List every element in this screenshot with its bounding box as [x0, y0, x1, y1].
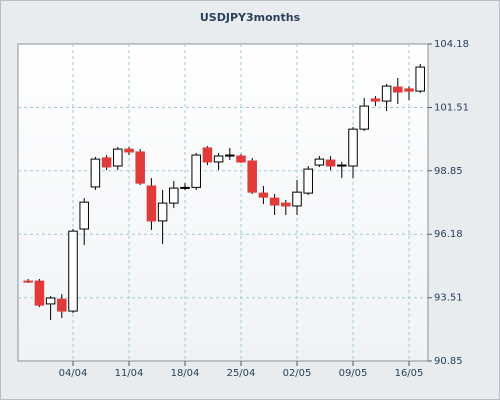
candle-body [57, 298, 67, 312]
candle-body [146, 185, 157, 222]
x-tick-label: 18/04 [171, 368, 200, 379]
candle-body [191, 154, 201, 188]
candle-body [34, 280, 45, 306]
candle-body [348, 128, 358, 167]
y-tick-label: 93.51 [434, 293, 463, 304]
y-tick-label: 90.85 [434, 356, 463, 367]
candle-body [23, 280, 33, 283]
candle-body [45, 297, 56, 305]
candle-body [68, 230, 78, 312]
x-tick-label: 16/05 [395, 368, 424, 379]
candle-body [135, 151, 145, 184]
candle-body [303, 168, 313, 194]
y-tick-label: 96.18 [434, 229, 463, 240]
candle-body [101, 157, 112, 168]
y-tick-label: 101.51 [434, 102, 469, 113]
candle-body [314, 158, 325, 166]
candle-body [404, 88, 414, 92]
x-tick-label: 04/04 [59, 368, 88, 379]
candle-body [225, 154, 235, 157]
candle-body [213, 155, 224, 163]
y-tick-label: 98.85 [434, 166, 463, 177]
candle-body [124, 148, 134, 153]
y-tick-label: 104.18 [434, 39, 469, 50]
candle-body [370, 98, 381, 102]
x-tick-label: 02/05 [283, 368, 312, 379]
candle-body [169, 187, 179, 204]
candle-body [90, 158, 101, 188]
candle-body [258, 192, 269, 198]
candle-body [292, 191, 302, 207]
candle-body [202, 147, 213, 163]
candle-body [269, 197, 280, 206]
x-tick-label: 25/04 [227, 368, 256, 379]
candle-body [113, 148, 123, 167]
candle-body [393, 86, 403, 93]
candle-body [79, 201, 89, 230]
chart-title: USDJPY3months [200, 11, 301, 24]
candle-body [415, 66, 425, 92]
candle-body [236, 155, 246, 163]
candle-body [381, 85, 392, 102]
candle-body [180, 186, 190, 189]
candle-body [157, 202, 168, 222]
candle-body [325, 159, 336, 167]
candle-body [281, 202, 291, 207]
candle-body [359, 105, 369, 130]
candle-body [337, 164, 347, 167]
x-tick-label: 09/05 [339, 368, 368, 379]
candle-body [247, 160, 257, 193]
x-tick-label: 11/04 [115, 368, 144, 379]
